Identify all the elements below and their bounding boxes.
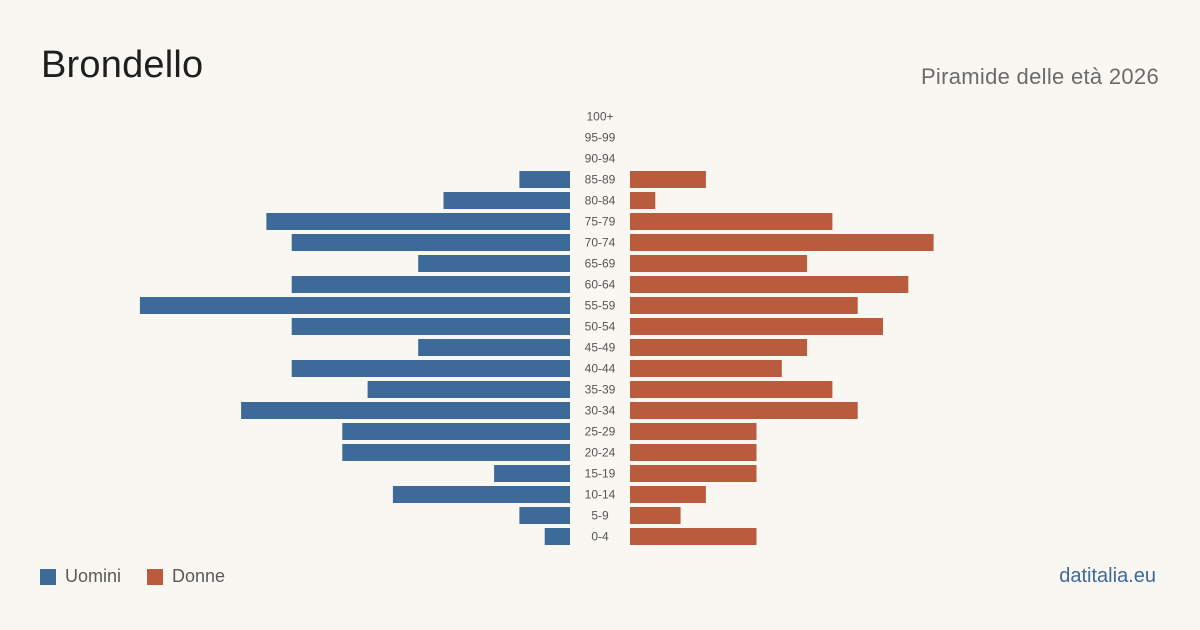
bar-women-50-54 — [630, 318, 883, 335]
bar-men-65-69 — [418, 255, 570, 272]
chart-title: Brondello — [41, 44, 204, 86]
bar-women-30-34 — [630, 402, 858, 419]
legend-item-men: Uomini — [40, 566, 121, 587]
age-label-95-99: 95-99 — [585, 131, 616, 145]
age-label-80-84: 80-84 — [585, 194, 616, 208]
bar-women-55-59 — [630, 297, 858, 314]
legend-swatch-men — [40, 568, 56, 585]
age-label-45-49: 45-49 — [585, 341, 616, 355]
bar-women-35-39 — [630, 381, 833, 398]
bar-men-35-39 — [367, 381, 570, 398]
age-label-75-79: 75-79 — [585, 215, 616, 229]
legend-label-men: Uomini — [65, 566, 122, 586]
age-label-5-9: 5-9 — [591, 509, 609, 523]
bar-men-75-79 — [266, 213, 570, 230]
bar-men-55-59 — [139, 297, 570, 314]
age-label-50-54: 50-54 — [585, 320, 616, 334]
legend-item-women: Donne — [147, 566, 225, 587]
bar-women-15-19 — [630, 465, 757, 482]
source-link[interactable]: datitalia.eu — [1059, 565, 1156, 587]
age-label-15-19: 15-19 — [585, 467, 616, 481]
bar-men-30-34 — [241, 402, 570, 419]
age-label-60-64: 60-64 — [585, 278, 616, 292]
legend: Uomini Donne — [40, 566, 251, 587]
bar-women-20-24 — [630, 444, 757, 461]
age-label-0-4: 0-4 — [591, 530, 609, 544]
bar-women-10-14 — [630, 486, 706, 503]
bar-women-80-84 — [630, 192, 656, 209]
bar-men-45-49 — [418, 339, 570, 356]
bar-men-80-84 — [443, 192, 570, 209]
legend-label-women: Donne — [172, 566, 226, 586]
age-label-40-44: 40-44 — [585, 362, 616, 376]
bar-men-10-14 — [392, 486, 570, 503]
age-label-70-74: 70-74 — [585, 236, 616, 250]
bar-women-45-49 — [630, 339, 808, 356]
age-label-90-94: 90-94 — [585, 152, 616, 166]
bar-women-0-4 — [630, 528, 757, 545]
age-label-20-24: 20-24 — [585, 446, 616, 460]
bar-men-5-9 — [519, 507, 570, 524]
age-label-30-34: 30-34 — [585, 404, 616, 418]
bar-men-20-24 — [342, 444, 570, 461]
bar-men-0-4 — [544, 528, 570, 545]
bar-men-15-19 — [494, 465, 570, 482]
bar-women-5-9 — [630, 507, 681, 524]
age-label-55-59: 55-59 — [585, 299, 616, 313]
age-label-85-89: 85-89 — [585, 173, 616, 187]
bar-men-70-74 — [291, 234, 570, 251]
age-label-10-14: 10-14 — [585, 488, 616, 502]
chart-subtitle: Piramide delle età 2026 — [920, 64, 1159, 89]
age-label-65-69: 65-69 — [585, 257, 616, 271]
age-label-35-39: 35-39 — [585, 383, 616, 397]
age-label-25-29: 25-29 — [585, 425, 616, 439]
bar-men-50-54 — [291, 318, 570, 335]
bar-men-40-44 — [291, 360, 570, 377]
bar-men-25-29 — [342, 423, 570, 440]
bar-women-85-89 — [630, 171, 706, 188]
bar-women-75-79 — [630, 213, 833, 230]
legend-swatch-women — [147, 568, 164, 585]
age-label-100plus: 100+ — [586, 110, 613, 124]
bar-women-60-64 — [630, 276, 909, 293]
bar-women-65-69 — [630, 255, 808, 272]
bar-women-25-29 — [630, 423, 757, 440]
bar-men-60-64 — [291, 276, 570, 293]
bar-women-70-74 — [630, 234, 934, 251]
bar-men-85-89 — [519, 171, 570, 188]
bar-women-40-44 — [630, 360, 782, 377]
